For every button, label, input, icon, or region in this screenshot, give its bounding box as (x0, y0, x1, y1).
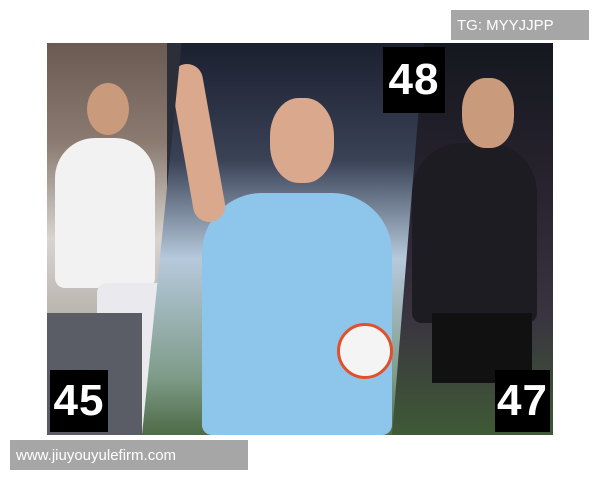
player-middle-body (202, 193, 392, 435)
number-label-middle: 48 (383, 47, 445, 113)
number-label-right: 47 (495, 370, 550, 432)
watermark-bottom: www.jiuyouyulefirm.com (10, 440, 248, 470)
player-middle-head (270, 98, 334, 183)
player-right-head (462, 78, 514, 148)
player-left-head (87, 83, 129, 135)
football (337, 323, 393, 379)
player-right-body (412, 143, 537, 323)
photo-collage (47, 43, 553, 435)
player-middle-arm (168, 61, 228, 225)
player-left-body (55, 138, 155, 288)
watermark-top: TG: MYYJJPP (451, 10, 589, 40)
number-label-left: 45 (50, 370, 108, 432)
